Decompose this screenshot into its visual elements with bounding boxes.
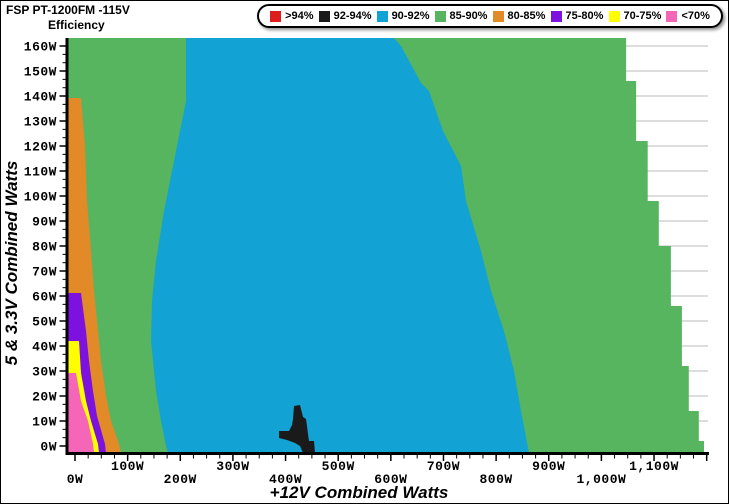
legend-swatch: [492, 10, 504, 22]
region-92-94%: [279, 405, 315, 453]
y-tick-label: 150W: [24, 65, 57, 80]
legend-label: <70%: [681, 10, 710, 22]
x-tick-label: 900W: [532, 459, 565, 474]
legend-swatch: [270, 10, 282, 22]
y-tick-label: 0W: [40, 440, 57, 455]
legend-label: 70-75%: [623, 10, 662, 22]
y-tick-label: 70W: [32, 265, 57, 280]
legend-label: 85-90%: [449, 10, 488, 22]
legend-item: 85-90%: [434, 10, 488, 22]
legend-swatch: [550, 10, 562, 22]
legend-label: 80-85%: [507, 10, 546, 22]
x-tick-label: 0W: [67, 472, 84, 487]
y-tick-label: 30W: [32, 365, 57, 380]
chart-title: FSP PT-1200FM -115V: [6, 3, 130, 17]
legend-label: 75-80%: [565, 10, 604, 22]
legend: >94% 92-94% 90-92% 85-90% 80-85% 75-80% 70-75%…: [257, 4, 723, 28]
contour-regions: [68, 38, 704, 453]
x-tick-label: 100W: [111, 459, 144, 474]
x-tick-label: 500W: [322, 459, 355, 474]
legend-item: 75-80%: [550, 10, 604, 22]
y-tick-label: 130W: [24, 115, 57, 130]
y-tick-label: 160W: [24, 40, 57, 55]
y-tick-label: 120W: [24, 140, 57, 155]
legend-swatch: [434, 10, 446, 22]
region-<70%: [68, 373, 94, 453]
x-tick-label: 200W: [164, 472, 197, 487]
legend-item: 80-85%: [492, 10, 546, 22]
legend-label: 90-92%: [391, 10, 430, 22]
x-tick-label: 400W: [269, 472, 302, 487]
legend-item: <70%: [666, 10, 710, 22]
axes: [65, 38, 709, 455]
y-tick-label: 110W: [24, 165, 57, 180]
tick-marks: [59, 45, 708, 461]
y-tick-label: 90W: [32, 215, 57, 230]
legend-item: 92-94%: [318, 10, 372, 22]
legend-swatch: [608, 10, 620, 22]
y-axis-title: 5 & 3.3V Combined Watts: [2, 161, 21, 366]
legend-swatch: [318, 10, 330, 22]
x-tick-label: 800W: [480, 472, 513, 487]
y-tick-label: 100W: [24, 190, 57, 205]
x-tick-label: 1,000W: [576, 472, 626, 487]
legend-label: >94%: [285, 10, 314, 22]
x-tick-label: 1,100W: [629, 459, 679, 474]
legend-item: 90-92%: [376, 10, 430, 22]
legend-item: 70-75%: [608, 10, 662, 22]
y-tick-label: 50W: [32, 315, 57, 330]
x-tick-label: 700W: [427, 459, 460, 474]
y-tick-label: 40W: [32, 340, 57, 355]
x-axis-title: +12V Combined Watts: [270, 483, 449, 502]
legend-swatch: [666, 10, 678, 22]
legend-item: >94%: [270, 10, 314, 22]
y-tick-label: 60W: [32, 290, 57, 305]
tick-labels: 0W 100W 200W 300W 400W 500W 600W 700W 800W 900W 1,…: [24, 40, 679, 488]
y-tick-label: 140W: [24, 90, 57, 105]
legend-swatch: [376, 10, 388, 22]
chart-title-block: FSP PT-1200FM -115V Efficiency: [6, 3, 130, 32]
region-90-92%: [151, 38, 529, 453]
y-tick-label: 80W: [32, 240, 57, 255]
y-tick-label: 20W: [32, 390, 57, 405]
x-tick-label: 600W: [374, 472, 407, 487]
x-tick-label: 300W: [216, 459, 249, 474]
legend-label: 92-94%: [333, 10, 372, 22]
y-tick-label: 10W: [32, 415, 57, 430]
chart-subtitle: Efficiency: [48, 18, 105, 32]
